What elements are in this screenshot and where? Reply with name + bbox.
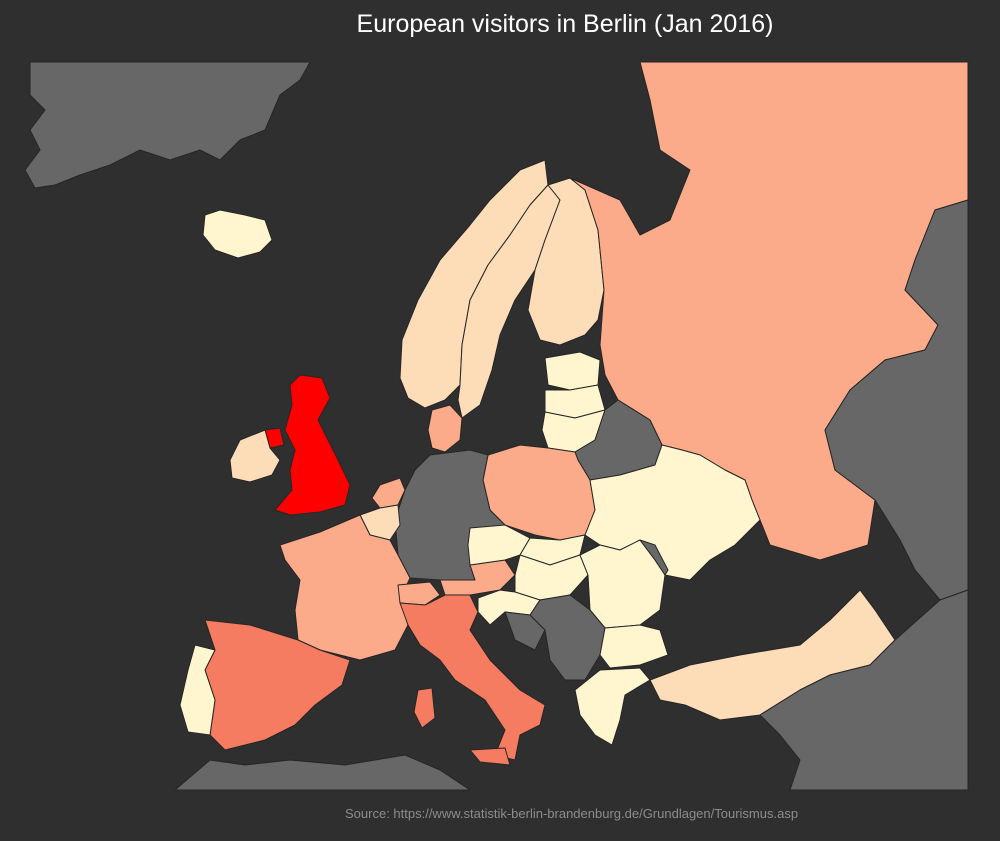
region-united-kingdom xyxy=(274,374,351,516)
region-ireland xyxy=(229,429,281,483)
region-greenland xyxy=(24,61,311,189)
region-bulgaria xyxy=(599,624,669,669)
region-estonia xyxy=(544,351,601,391)
region-switzerland xyxy=(397,581,441,606)
region-iceland xyxy=(202,209,273,259)
region-denmark xyxy=(427,404,463,453)
map-title: European visitors in Berlin (Jan 2016) xyxy=(356,10,774,38)
source-note: Source: https://www.statistik-berlin-bra… xyxy=(345,806,799,821)
region-italy xyxy=(399,594,546,761)
region-north-africa xyxy=(174,754,471,791)
region-romania xyxy=(579,539,666,629)
region-moldova xyxy=(639,539,669,576)
region-greece xyxy=(574,667,651,746)
region-serbia xyxy=(529,594,606,681)
region-middle-east xyxy=(759,589,969,791)
region-sicily xyxy=(469,747,511,766)
region-portugal xyxy=(179,644,216,736)
region-bosnia xyxy=(504,611,546,651)
region-sardinia xyxy=(413,687,436,729)
region-czechia xyxy=(467,524,531,566)
